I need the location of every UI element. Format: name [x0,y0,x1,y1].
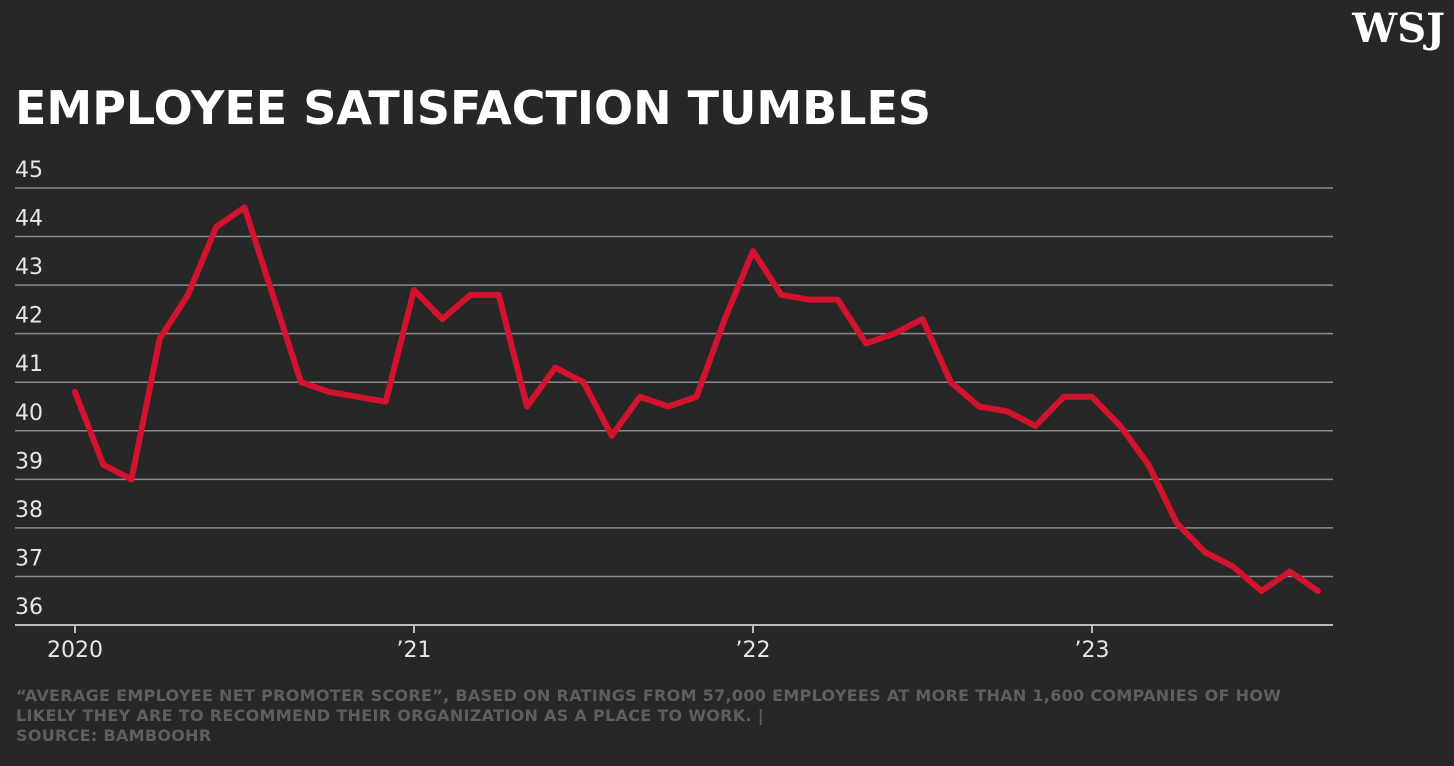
y-tick-label: 45 [15,158,43,183]
y-tick-label: 44 [15,207,43,232]
x-tick-label: ’23 [1075,638,1110,663]
source: SOURCE: BAMBOOHR [16,726,212,745]
y-tick-label: 36 [15,595,43,620]
x-tick-label: 2020 [47,638,103,663]
x-tick-label: ’22 [736,638,771,663]
y-tick-label: 40 [15,401,43,426]
note: “AVERAGE EMPLOYEE NET PROMOTER SCORE”, B… [16,686,1282,725]
y-tick-label: 41 [15,352,43,377]
brand-logo: WSJ [1351,5,1445,52]
y-tick-label: 38 [15,498,43,523]
y-tick-label: 39 [15,449,43,474]
y-tick-label: 37 [15,546,43,571]
chart-title: EMPLOYEE SATISFACTION TUMBLES [15,81,931,135]
footnote: “AVERAGE EMPLOYEE NET PROMOTER SCORE”, B… [16,686,1316,746]
y-tick-label: 43 [15,255,43,280]
y-tick-label: 42 [15,304,43,329]
x-tick-label: ’21 [397,638,432,663]
data-line [72,204,1321,595]
